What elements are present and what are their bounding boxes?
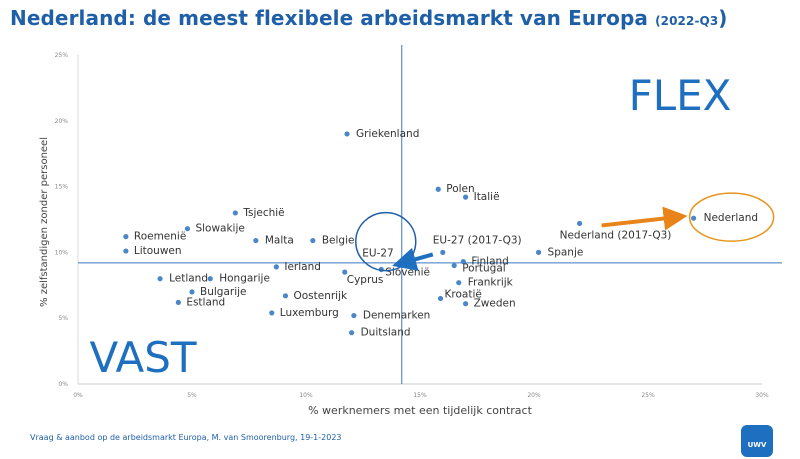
eu-trend-arrow xyxy=(392,247,434,271)
data-label: Italië xyxy=(474,191,500,203)
y-tick-label: 25% xyxy=(55,52,69,59)
data-point xyxy=(691,215,697,221)
data-label: Slowakije xyxy=(195,223,244,235)
y-tick-label: 15% xyxy=(55,184,69,191)
x-tick-label: 20% xyxy=(527,392,541,399)
data-label: Roemenië xyxy=(134,231,186,243)
uwv-logo: UWV xyxy=(741,425,773,457)
y-tick-label: 20% xyxy=(55,118,69,125)
data-point xyxy=(342,269,348,275)
data-label: Luxemburg xyxy=(280,307,339,319)
logo-text: UWV xyxy=(747,441,767,449)
data-label: Ierland xyxy=(284,261,321,273)
data-label: Nederland xyxy=(704,212,758,224)
data-label: Slovenië xyxy=(385,267,430,279)
data-label: Kroatië xyxy=(445,288,482,300)
data-label: Portugal xyxy=(462,263,506,275)
x-tick-label: 30% xyxy=(755,392,769,399)
footer-source: Vraag & aanbod op de arbeidsmarkt Europa… xyxy=(30,433,342,442)
data-point xyxy=(437,295,444,302)
data-point xyxy=(282,293,289,299)
data-point xyxy=(123,248,129,254)
data-label: Spanje xyxy=(548,246,584,258)
data-label: Duitsland xyxy=(361,327,411,339)
title-close: ) xyxy=(718,6,728,30)
data-point xyxy=(232,210,238,216)
data-point xyxy=(273,264,279,270)
title-main: Nederland: de meest flexibele arbeidsmar… xyxy=(10,6,648,30)
data-label: EU-27 (2017-Q3) xyxy=(433,234,522,246)
data-point xyxy=(349,330,355,336)
data-label: Litouwen xyxy=(134,245,182,257)
data-label: EU-27 xyxy=(362,248,393,260)
data-point xyxy=(157,276,163,282)
data-point xyxy=(184,226,191,232)
data-label: Frankrijk xyxy=(468,277,514,289)
axes-group: 0% 5% 10% 15% 20% 25% 30% 0% 5% 10% 15% 20% 25% xyxy=(55,52,769,399)
data-label: Zweden xyxy=(474,298,516,310)
data-point xyxy=(440,249,446,255)
nederland-highlight-circle xyxy=(688,192,775,242)
trend-arrow xyxy=(601,206,688,231)
highlights xyxy=(355,192,775,272)
data-label: Cyprus xyxy=(347,274,384,286)
page-title: Nederland: de meest flexibele arbeidsmar… xyxy=(10,6,728,30)
data-label: Nederland (2017-Q3) xyxy=(560,229,672,241)
quadrant-label-vast: VAST xyxy=(89,333,196,382)
data-label: Denemarken xyxy=(363,310,430,322)
data-label: Polen xyxy=(446,183,474,195)
data-point xyxy=(310,237,316,244)
data-label: Oostenrijk xyxy=(293,290,348,302)
x-tick-label: 25% xyxy=(641,392,655,399)
y-axis-label: % zelfstandigen zonder personeel xyxy=(39,137,50,307)
data-point xyxy=(344,131,350,137)
data-point xyxy=(577,220,583,227)
data-point xyxy=(269,310,275,316)
data-label: Finland xyxy=(471,256,509,268)
x-tick-label: 10% xyxy=(299,392,313,399)
x-tick-label: 15% xyxy=(413,392,427,399)
x-axis-label: % werknemers met een tijdelijk contract xyxy=(308,404,532,417)
quadrant-label-flex: FLEX xyxy=(629,71,732,120)
y-tick-label: 0% xyxy=(58,381,68,388)
data-point xyxy=(207,276,213,282)
data-point xyxy=(253,237,259,244)
data-point xyxy=(463,194,469,200)
data-label: Malta xyxy=(265,235,294,247)
data-point xyxy=(463,301,469,307)
data-label: Tsjechië xyxy=(242,207,284,219)
data-points xyxy=(123,131,697,336)
data-point xyxy=(123,234,129,240)
data-label: Hongarije xyxy=(219,273,270,285)
y-tick-label: 10% xyxy=(55,249,69,256)
title-period: (2022-Q3 xyxy=(655,14,719,28)
data-label: Letland xyxy=(169,273,208,285)
eu27-highlight-circle xyxy=(355,211,417,272)
data-label: Estland xyxy=(186,296,225,308)
data-label: Belgie xyxy=(322,235,355,247)
data-point xyxy=(535,249,542,255)
data-point xyxy=(351,312,357,319)
data-point xyxy=(456,280,462,286)
data-point xyxy=(175,299,181,306)
data-label: Bulgarije xyxy=(200,286,247,298)
data-point xyxy=(460,259,466,265)
data-point xyxy=(435,186,441,192)
data-point xyxy=(451,262,457,269)
reference-lines xyxy=(78,45,782,384)
y-tick-label: 5% xyxy=(58,315,68,322)
x-tick-label: 0% xyxy=(73,392,83,399)
data-point xyxy=(189,289,195,295)
x-tick-label: 5% xyxy=(187,392,197,399)
data-label: Griekenland xyxy=(356,128,419,140)
